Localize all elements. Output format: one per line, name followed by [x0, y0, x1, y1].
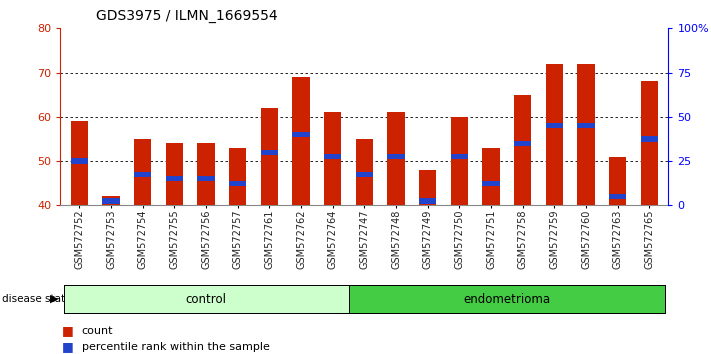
Bar	[292, 132, 310, 137]
Bar	[482, 148, 500, 205]
Bar	[292, 77, 310, 205]
Bar	[261, 108, 278, 205]
Bar	[482, 181, 500, 186]
Bar	[451, 117, 468, 205]
Bar	[102, 196, 119, 205]
Bar	[356, 172, 373, 177]
Bar	[324, 113, 341, 205]
Bar	[387, 154, 405, 159]
Bar	[70, 121, 88, 205]
Bar	[387, 113, 405, 205]
Bar	[102, 198, 119, 204]
Text: endometrioma: endometrioma	[464, 293, 550, 306]
Bar	[356, 139, 373, 205]
Text: count: count	[82, 326, 113, 336]
Bar	[514, 141, 531, 146]
Bar	[166, 176, 183, 181]
Bar	[545, 64, 563, 205]
Bar	[324, 154, 341, 159]
Bar	[198, 176, 215, 181]
Bar	[641, 81, 658, 205]
Text: ■: ■	[62, 325, 73, 337]
Bar	[198, 143, 215, 205]
Text: percentile rank within the sample: percentile rank within the sample	[82, 342, 269, 352]
Bar	[419, 198, 437, 204]
Text: ■: ■	[62, 341, 73, 353]
Bar	[641, 136, 658, 142]
Bar	[229, 181, 247, 186]
Bar	[166, 143, 183, 205]
Bar	[134, 139, 151, 205]
Text: control: control	[186, 293, 227, 306]
Bar	[514, 95, 531, 205]
Text: disease state: disease state	[2, 294, 72, 304]
Bar	[609, 194, 626, 199]
Bar	[451, 154, 468, 159]
Text: GDS3975 / ILMN_1669554: GDS3975 / ILMN_1669554	[96, 9, 277, 23]
Bar	[577, 123, 594, 129]
Bar	[229, 148, 247, 205]
Bar	[545, 123, 563, 129]
Bar	[134, 172, 151, 177]
Bar	[609, 156, 626, 205]
Text: ▶: ▶	[50, 294, 58, 304]
Bar	[419, 170, 437, 205]
Bar	[70, 159, 88, 164]
Bar	[577, 64, 594, 205]
Bar	[261, 149, 278, 155]
